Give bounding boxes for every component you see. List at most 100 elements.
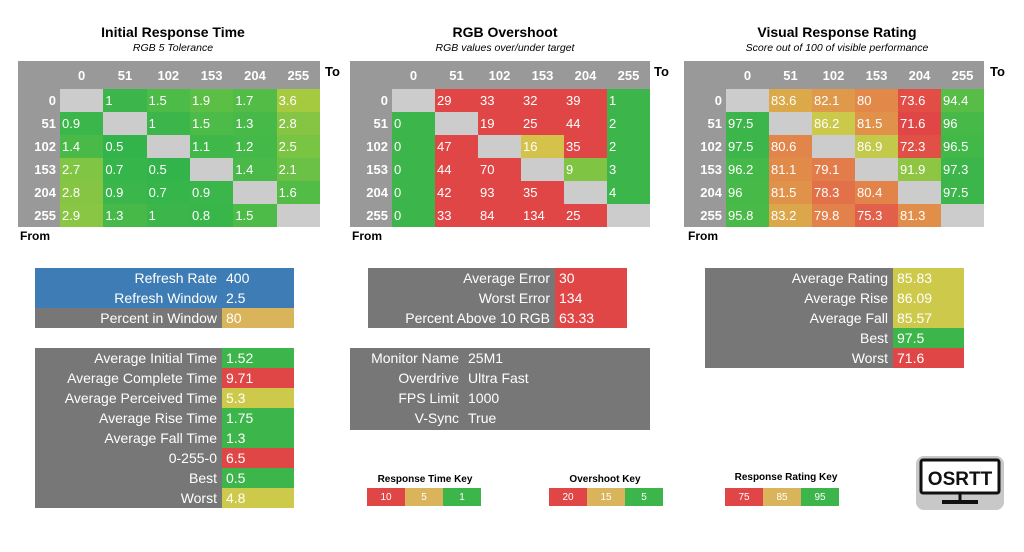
heatmap-cell: 97.5	[941, 181, 984, 204]
heatmap-cell: 70	[478, 158, 521, 181]
heatmap-cell: 1	[607, 89, 650, 112]
metric-value: 63.33	[555, 308, 627, 328]
rating-key-title: Response Rating Key	[734, 472, 838, 483]
metric-label: Worst	[35, 488, 222, 508]
row-header: 51	[373, 116, 388, 131]
column-header: 153	[865, 67, 888, 83]
panel-times: Average Initial Time 1.52 Average Complete…	[35, 348, 294, 508]
heatmap-cell: 1.5	[146, 89, 190, 112]
heatmap-cell: 2	[607, 112, 650, 135]
row-header: 204	[366, 185, 388, 200]
heatmap-cell: 29	[435, 89, 478, 112]
key-cell: 10	[367, 488, 405, 506]
heatmap-cell-empty	[812, 135, 855, 158]
heatmap-cell: 1.2	[233, 135, 277, 158]
heatmap-cell-empty	[189, 158, 234, 181]
heatmap-cell: 1.7	[233, 89, 277, 112]
metric-value: 9.71	[222, 368, 294, 388]
metric-value: 134	[555, 288, 627, 308]
heatmap-visual-rating: 0 51 102 153 204 255 0 83.6 82.1 80 73.6 94.4 51 97.5…	[684, 61, 984, 227]
panel-row: Percent in Window 80	[35, 308, 294, 328]
heatmap-cell-empty	[607, 204, 650, 227]
heatmap-cell: 2.1	[276, 158, 320, 181]
heatmap-cell: 81.1	[769, 158, 812, 181]
column-header: 102	[157, 67, 180, 83]
metric-label: Worst	[705, 348, 893, 368]
row-header: 51	[41, 116, 56, 131]
panel-row: Worst 4.8	[35, 488, 294, 508]
metric-label: Best	[705, 328, 893, 348]
heatmap-cell: 0.7	[103, 158, 147, 181]
row-header: 0	[714, 93, 722, 108]
heatmap-cell-empty	[146, 135, 190, 158]
row-header: 102	[700, 139, 722, 154]
panel-row: Average Rise Time 1.75	[35, 408, 294, 428]
metric-label: Percent in Window	[35, 308, 222, 328]
metric-value: 1000	[464, 388, 650, 408]
heatmap-cell: 72.3	[898, 135, 941, 158]
column-header: 153	[531, 67, 554, 83]
heatmap-cell: 35	[564, 135, 607, 158]
heatmap-cell: 94.4	[941, 89, 984, 112]
heatmap-cell: 97.5	[726, 135, 769, 158]
panel-row: Average Complete Time 9.71	[35, 368, 294, 388]
from-label: From	[20, 229, 50, 243]
metric-value: 30	[555, 268, 627, 288]
to-label: To	[325, 64, 340, 79]
metric-label: V-Sync	[350, 408, 464, 428]
column-header: 153	[200, 67, 223, 83]
metric-label: 0-255-0	[35, 448, 222, 468]
heatmap-title-rating: Visual Response Rating	[757, 24, 917, 40]
heatmap-cell: 80	[855, 89, 898, 112]
row-header: 204	[34, 185, 56, 200]
to-label: To	[654, 64, 669, 79]
heatmap-cell: 0	[392, 158, 435, 181]
heatmap-cell: 3.6	[276, 89, 320, 112]
heatmap-cell: 42	[435, 181, 478, 204]
row-header: 153	[700, 162, 722, 177]
heatmap-cell: 79.8	[812, 204, 855, 227]
heatmap-cell: 2	[607, 135, 650, 158]
heatmap-cell: 0.5	[103, 135, 147, 158]
heatmap-cell: 2.8	[60, 181, 104, 204]
response-time-key: 10 5 1	[367, 488, 481, 506]
heatmap-cell: 95.8	[726, 204, 769, 227]
heatmap-cell: 0.9	[60, 112, 104, 135]
heatmap-cell: 80.6	[769, 135, 812, 158]
metric-value: 1.3	[222, 428, 294, 448]
panel-row: FPS Limit 1000	[350, 388, 650, 408]
row-header: 153	[366, 162, 388, 177]
heatmap-cell: 97.5	[726, 112, 769, 135]
heatmap-cell: 1.9	[189, 89, 234, 112]
heatmap-cell: 73.6	[898, 89, 941, 112]
row-header: 255	[34, 208, 56, 223]
metric-value: True	[464, 408, 650, 428]
key-cell: 20	[549, 488, 587, 506]
column-header: 255	[951, 67, 974, 83]
heatmap-subtitle-rating: Score out of 100 of visible performance	[745, 42, 929, 54]
heatmap-cell-empty	[435, 112, 478, 135]
column-header: 255	[287, 67, 310, 83]
panel-row: Worst 71.6	[705, 348, 964, 368]
heatmap-cell-empty	[898, 181, 941, 204]
metric-value: 1.52	[222, 348, 294, 368]
heatmap-cell: 0	[392, 135, 435, 158]
panel-row: Average Fall 85.57	[705, 308, 964, 328]
metric-label: Overdrive	[350, 368, 464, 388]
panel-row: Refresh Window 2.5	[35, 288, 294, 308]
heatmap-subtitle-initial: RGB 5 Tolerance	[132, 42, 214, 54]
heatmap-cell: 33	[478, 89, 521, 112]
heatmap-cell: 79.1	[812, 158, 855, 181]
heatmap-cell: 134	[521, 204, 564, 227]
key-cell: 15	[587, 488, 625, 506]
panel-row: Overdrive Ultra Fast	[350, 368, 650, 388]
panel-refresh: Refresh Rate 400 Refresh Window 2.5 Percent …	[35, 268, 294, 328]
overshoot-key: 20 15 5	[549, 488, 663, 506]
metric-value: 86.09	[893, 288, 964, 308]
heatmap-corner	[350, 61, 392, 89]
heatmap-cell: 81.5	[855, 112, 898, 135]
panel-rating: Average Rating 85.83 Average Rise 86.09 Aver…	[705, 268, 964, 368]
panel-row: Average Initial Time 1.52	[35, 348, 294, 368]
heatmap-cell: 9	[564, 158, 607, 181]
osrtt-logo: OSRTT	[916, 456, 1004, 510]
